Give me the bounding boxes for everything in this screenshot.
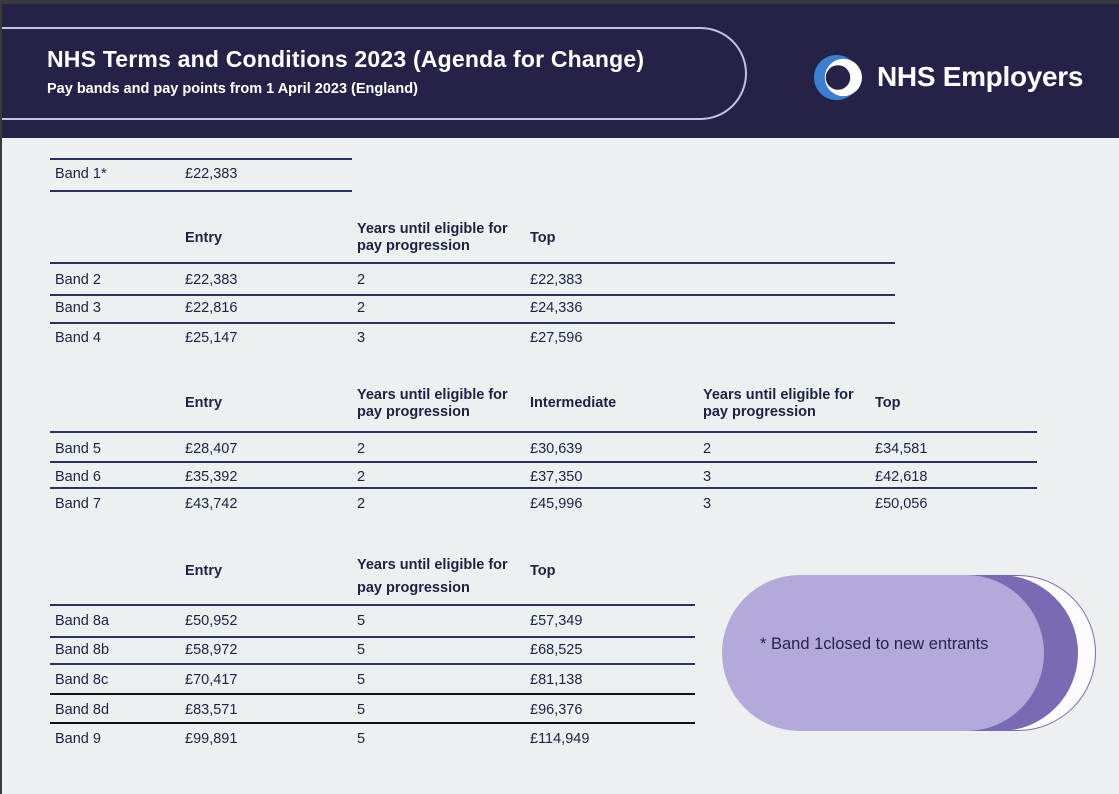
years-value: 2 — [357, 272, 366, 288]
years-value: 5 — [357, 731, 366, 747]
band-label: Band 6 — [55, 469, 101, 485]
window-left-edge — [0, 0, 2, 794]
col-header-years: Years until eligible for pay progression — [357, 387, 508, 421]
years-value: 5 — [357, 672, 366, 688]
band-label: Band 5 — [55, 441, 101, 457]
window-top-edge — [0, 0, 1119, 4]
years-header-line2: pay progression — [357, 580, 470, 596]
top-value: £34,581 — [875, 441, 928, 457]
years-header-line2: pay progression — [703, 404, 816, 420]
entry-value: £58,972 — [185, 642, 238, 658]
years-header-line1: Years until eligible for — [357, 557, 508, 573]
col-header-years: Years until eligible for pay progression — [357, 221, 508, 255]
entry-value: £22,383 — [185, 272, 238, 288]
band1-value: £22,383 — [185, 166, 238, 182]
years-header-line1: Years until eligible for — [357, 221, 508, 237]
footnote-text: * Band 1closed to new entrants — [760, 635, 989, 653]
col-header-entry: Entry — [185, 395, 223, 411]
table-rule-dark — [50, 693, 695, 695]
entry-value: £43,742 — [185, 496, 238, 512]
intermediate-value: £45,996 — [530, 496, 583, 512]
entry-value: £50,952 — [185, 613, 238, 629]
entry-value: £99,891 — [185, 731, 238, 747]
table-rule — [50, 322, 895, 324]
table-rule — [50, 636, 695, 638]
nhs-employers-logo: NHS Employers — [813, 48, 1083, 106]
entry-value: £28,407 — [185, 441, 238, 457]
years-value: 2 — [357, 441, 366, 457]
band1-bottom-rule — [50, 190, 352, 192]
nhs-employers-logo-icon — [813, 54, 862, 100]
years-value: 5 — [357, 642, 366, 658]
band-label: Band 8b — [55, 642, 110, 658]
years-value: 5 — [357, 702, 366, 718]
years-header-line1: Years until eligible for — [357, 387, 508, 403]
entry-value: £25,147 — [185, 330, 238, 346]
band-label: Band 7 — [55, 496, 101, 512]
table-rule — [50, 461, 1037, 463]
years-header-line2: pay progression — [357, 238, 470, 254]
top-value: £96,376 — [530, 702, 583, 718]
table-rule — [50, 431, 1037, 433]
top-value: £27,596 — [530, 330, 583, 346]
col-header-intermediate: Intermediate — [530, 395, 617, 411]
table-rule — [50, 294, 895, 296]
entry-value: £70,417 — [185, 672, 238, 688]
col-header-entry: Entry — [185, 563, 223, 579]
band1-top-rule — [50, 158, 352, 160]
band-label: Band 9 — [55, 731, 101, 747]
header-band: NHS Terms and Conditions 2023 (Agenda fo… — [0, 4, 1119, 138]
band-label: Band 8a — [55, 613, 110, 629]
years-header-line2: pay progression — [357, 404, 470, 420]
years-value: 2 — [357, 300, 366, 316]
col-header-top: Top — [875, 395, 901, 411]
col-header-top: Top — [530, 563, 556, 579]
footnote-pill-group: * Band 1closed to new entrants — [722, 575, 1097, 731]
intermediate-value: £30,639 — [530, 441, 583, 457]
years-value: 2 — [703, 441, 712, 457]
years-value: 2 — [357, 496, 366, 512]
footnote-pill — [722, 575, 1044, 731]
top-value: £57,349 — [530, 613, 583, 629]
top-value: £42,618 — [875, 469, 928, 485]
band-label: Band 3 — [55, 300, 101, 316]
years-value: 3 — [357, 330, 366, 346]
nhs-employers-logo-text: NHS Employers — [877, 61, 1084, 92]
years-value: 3 — [703, 496, 712, 512]
table-rule-dark — [50, 722, 695, 724]
top-value: £114,949 — [530, 731, 590, 747]
page-title: NHS Terms and Conditions 2023 (Agenda fo… — [47, 46, 645, 72]
band-label: Band 2 — [55, 272, 101, 288]
table-rule — [50, 262, 895, 264]
entry-value: £22,816 — [185, 300, 238, 316]
band-label: Band 8d — [55, 702, 110, 718]
years-header-line1: Years until eligible for — [703, 387, 854, 403]
top-value: £22,383 — [530, 272, 583, 288]
table-rule — [50, 604, 695, 606]
page-subtitle: Pay bands and pay points from 1 April 20… — [47, 81, 418, 97]
entry-value: £83,571 — [185, 702, 238, 718]
band-label: Band 4 — [55, 330, 101, 346]
years-value: 2 — [357, 469, 366, 485]
col-header-entry: Entry — [185, 230, 223, 246]
band-label: Band 8c — [55, 672, 109, 688]
table-rule — [50, 487, 1037, 489]
top-value: £68,525 — [530, 642, 583, 658]
col-header-top: Top — [530, 230, 556, 246]
table-rule — [50, 663, 695, 665]
top-value: £50,056 — [875, 496, 928, 512]
top-value: £81,138 — [530, 672, 583, 688]
intermediate-value: £37,350 — [530, 469, 583, 485]
col-header-years: Years until eligible for pay progression — [703, 387, 854, 421]
years-value: 5 — [357, 613, 366, 629]
top-value: £24,336 — [530, 300, 583, 316]
band1-label: Band 1* — [55, 166, 107, 182]
years-value: 3 — [703, 469, 712, 485]
col-header-years: Years until eligible for pay progression — [357, 554, 508, 600]
title-outline — [0, 27, 747, 120]
entry-value: £35,392 — [185, 469, 238, 485]
